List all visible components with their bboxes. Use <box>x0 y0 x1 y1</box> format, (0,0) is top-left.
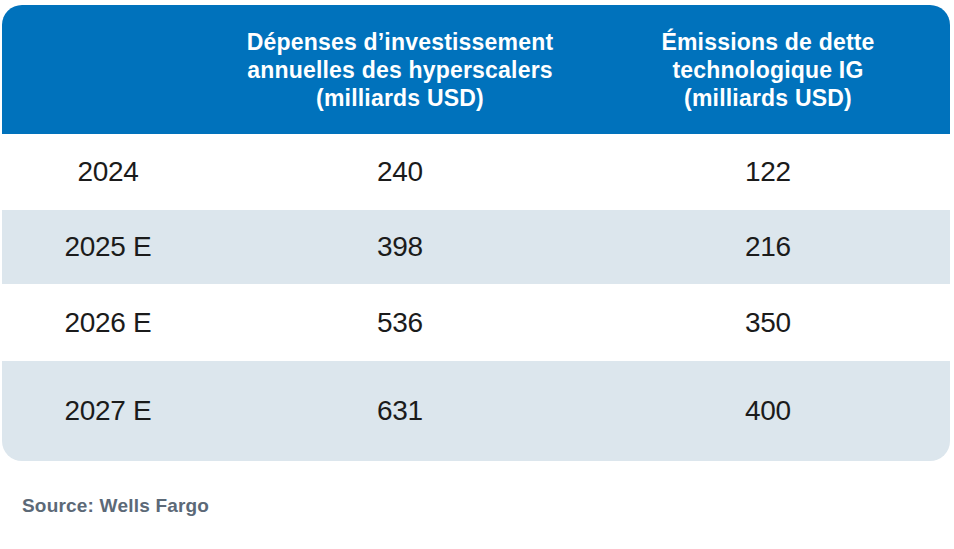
header-debt-line: Émissions de dette <box>586 28 950 56</box>
header-debt-line: technologique IG <box>586 56 950 84</box>
year-cell: 2025 E <box>2 231 214 263</box>
source-note: Source: Wells Fargo <box>22 495 209 517</box>
year-cell: 2026 E <box>2 307 214 339</box>
header-capex-line: Dépenses d’investissement <box>214 28 586 56</box>
table-row: 2027 E 631 400 <box>2 361 950 461</box>
table-row: 2025 E 398 216 <box>2 210 950 284</box>
debt-cell: 122 <box>586 156 950 188</box>
header-debt-line: (milliards USD) <box>586 84 950 112</box>
year-cell: 2027 E <box>2 395 214 427</box>
table-row: 2026 E 536 350 <box>2 284 950 361</box>
capex-cell: 240 <box>214 156 586 188</box>
page: Dépenses d’investissement annuelles des … <box>0 0 954 549</box>
header-debt-cell: Émissions de dette technologique IG (mil… <box>586 28 950 112</box>
capex-cell: 398 <box>214 231 586 263</box>
capex-cell: 631 <box>214 395 586 427</box>
debt-cell: 216 <box>586 231 950 263</box>
header-capex-line: annuelles des hyperscalers <box>214 56 586 84</box>
header-capex-line: (milliards USD) <box>214 84 586 112</box>
header-capex-cell: Dépenses d’investissement annuelles des … <box>214 28 586 112</box>
data-table: Dépenses d’investissement annuelles des … <box>2 5 950 461</box>
debt-cell: 350 <box>586 307 950 339</box>
capex-cell: 536 <box>214 307 586 339</box>
debt-cell: 400 <box>586 395 950 427</box>
year-cell: 2024 <box>2 156 214 188</box>
table-row: 2024 240 122 <box>2 134 950 210</box>
table-header: Dépenses d’investissement annuelles des … <box>2 5 950 134</box>
